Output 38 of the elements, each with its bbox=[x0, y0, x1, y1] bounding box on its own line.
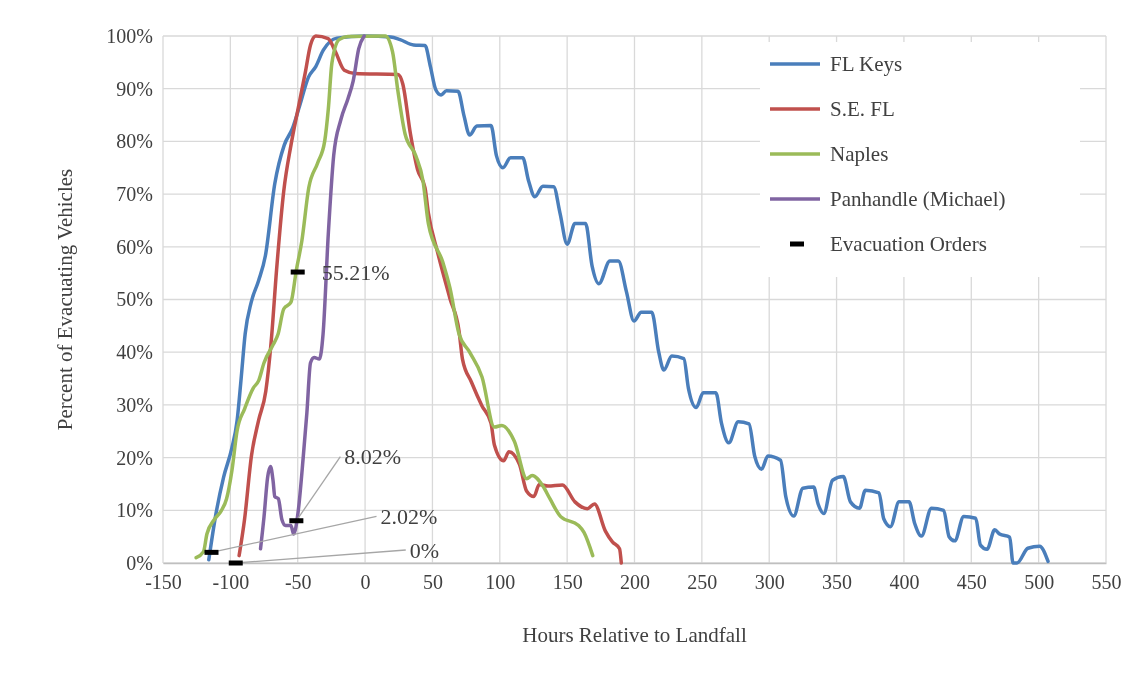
line-series bbox=[194, 34, 595, 560]
x-tick-label: -50 bbox=[284, 571, 312, 594]
y-tick-label: 50% bbox=[116, 288, 153, 311]
legend-label: Naples bbox=[830, 142, 889, 167]
line-series bbox=[207, 34, 1050, 565]
y-tick-label: 90% bbox=[116, 77, 153, 100]
x-tick-label: -150 bbox=[145, 571, 182, 594]
x-tick-label: 100 bbox=[485, 571, 516, 594]
x-tick-label: 400 bbox=[889, 571, 920, 594]
x-tick-label: 450 bbox=[956, 571, 987, 594]
x-tick-label: 150 bbox=[552, 571, 583, 594]
legend-label: Evacuation Orders bbox=[830, 232, 987, 257]
data-label: 0% bbox=[409, 537, 440, 563]
legend-label: S.E. FL bbox=[830, 97, 895, 122]
x-tick-label: 300 bbox=[754, 571, 785, 594]
x-axis-title: Hours Relative to Landfall bbox=[522, 623, 747, 647]
y-tick-label: 100% bbox=[106, 24, 153, 47]
y-tick-label: 20% bbox=[116, 446, 153, 469]
y-tick-label: 80% bbox=[116, 130, 153, 153]
y-tick-label: 40% bbox=[116, 341, 153, 364]
y-tick-label: 30% bbox=[116, 393, 153, 416]
y-tick-label: 70% bbox=[116, 183, 153, 205]
legend-label: Panhandle (Michael) bbox=[830, 187, 1006, 212]
y-tick-label: 0% bbox=[126, 551, 153, 574]
x-tick-label: 350 bbox=[822, 571, 853, 594]
x-tick-label: 0 bbox=[360, 571, 371, 594]
y-tick-label: 10% bbox=[116, 499, 153, 522]
x-tick-label: 250 bbox=[687, 571, 718, 594]
y-tick-label: 60% bbox=[116, 235, 153, 258]
legend-label: FL Keys bbox=[830, 52, 903, 77]
x-tick-label: 500 bbox=[1024, 571, 1055, 594]
x-tick-label: 550 bbox=[1091, 571, 1122, 594]
x-tick-label: 200 bbox=[620, 571, 650, 594]
x-tick-label: 50 bbox=[422, 571, 443, 594]
data-label: 8.02% bbox=[344, 444, 402, 470]
x-tick-label: -100 bbox=[212, 571, 250, 594]
data-label: 2.02% bbox=[380, 504, 438, 530]
y-axis-title: Percent of Evacuating Vehicles bbox=[53, 168, 77, 431]
